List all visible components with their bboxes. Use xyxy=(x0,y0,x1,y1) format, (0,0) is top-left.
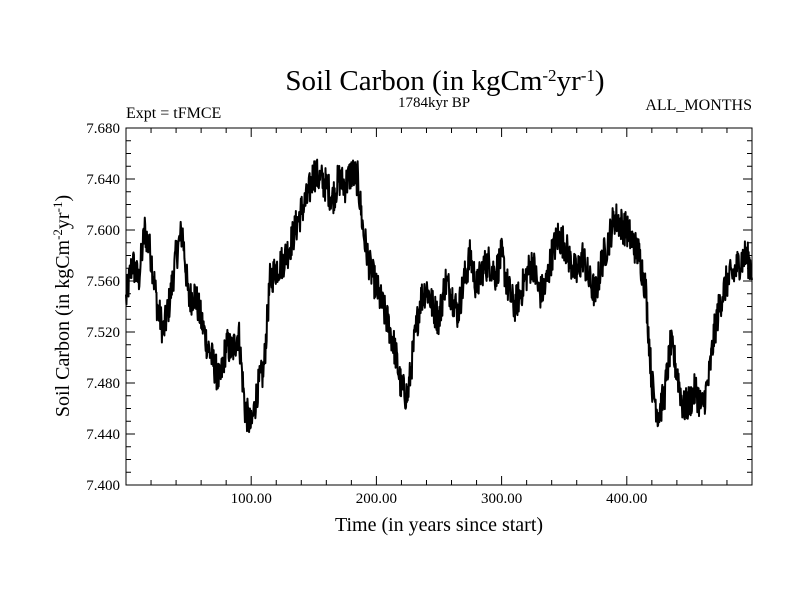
y-tick-label: 7.440 xyxy=(86,427,120,443)
y-tick-label: 7.600 xyxy=(86,223,120,239)
y-axis: 7.400 7.440 7.480 7.520 7.560 7.600 7.640 7.680 xyxy=(86,121,752,494)
x-tick-label: 400.00 xyxy=(606,491,647,507)
y-tick-label: 7.400 xyxy=(86,478,120,494)
y-tick-label: 7.560 xyxy=(86,274,120,290)
chart-subtitle-right: ALL_MONTHS xyxy=(645,97,752,114)
y-tick-label: 7.520 xyxy=(86,325,120,341)
chart-subtitle-center: 1784kyr BP xyxy=(398,95,470,111)
y-tick-label: 7.680 xyxy=(86,121,120,137)
x-tick-label: 100.00 xyxy=(231,491,272,507)
x-tick-label: 200.00 xyxy=(356,491,397,507)
x-axis: 100.00 200.00 300.00 400.00 xyxy=(150,128,728,507)
x-tick-label: 300.00 xyxy=(481,491,522,507)
x-axis-label: Time (in years since start) xyxy=(335,514,543,536)
series-line-soil-carbon xyxy=(125,158,753,434)
y-tick-label: 7.640 xyxy=(86,172,120,188)
chart-title: Soil Carbon (in kgCm-2yr-1) xyxy=(285,65,604,97)
chart-subtitle-left: Expt = tFMCE xyxy=(126,105,221,122)
y-tick-label: 7.480 xyxy=(86,376,120,392)
y-axis-label: Soil Carbon (in kgCm-2yr-1) xyxy=(50,195,75,417)
